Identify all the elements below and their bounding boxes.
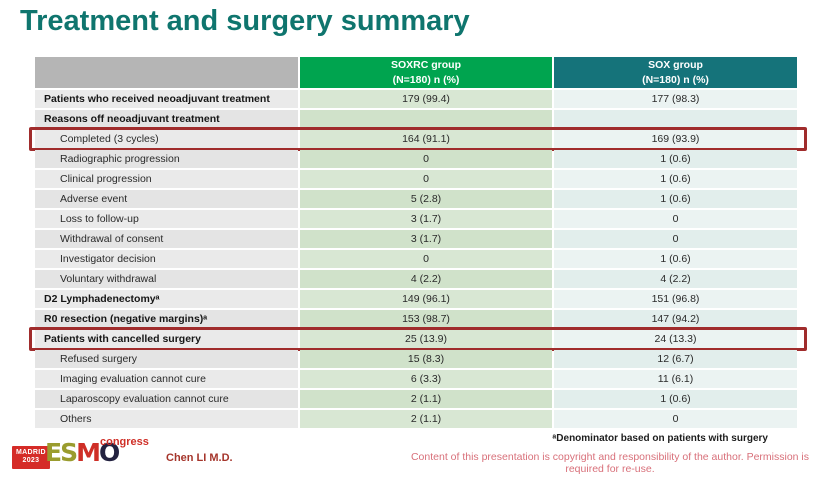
table-row: Investigator decision 0 1 (0.6) (35, 250, 801, 268)
row-label-cell: Others (35, 410, 298, 428)
badge-year: 2023 (22, 457, 40, 465)
table-row: Imaging evaluation cannot cure 6 (3.3) 1… (35, 370, 801, 388)
table-row: R0 resection (negative margins)ᵃ 153 (98… (35, 310, 801, 328)
madrid-2023-badge: MADRID 2023 (12, 446, 50, 469)
sox-value-cell: 147 (94.2) (554, 310, 797, 328)
sox-value-cell: 11 (6.1) (554, 370, 797, 388)
sox-value-cell: 1 (0.6) (554, 170, 797, 188)
table-row: Others 2 (1.1) 0 (35, 410, 801, 428)
soxrc-value-cell: 6 (3.3) (300, 370, 552, 388)
soxrc-value-cell: 3 (1.7) (300, 210, 552, 228)
soxrc-value-cell: 153 (98.7) (300, 310, 552, 328)
esmo-wordmark: ESMO (45, 438, 120, 467)
sox-value-cell: 1 (0.6) (554, 190, 797, 208)
soxrc-header-line2: (N=180) n (%) (392, 73, 460, 86)
soxrc-value-cell: 25 (13.9) (300, 330, 552, 348)
sox-value-cell: 0 (554, 230, 797, 248)
table-row: Adverse event 5 (2.8) 1 (0.6) (35, 190, 801, 208)
sox-value-cell: 24 (13.3) (554, 330, 797, 348)
table-row: Withdrawal of consent 3 (1.7) 0 (35, 230, 801, 248)
soxrc-value-cell: 0 (300, 170, 552, 188)
row-label-cell: Radiographic progression (35, 150, 298, 168)
sox-value-cell (554, 110, 797, 128)
row-label-cell: R0 resection (negative margins)ᵃ (35, 310, 298, 328)
row-label-cell: Refused surgery (35, 350, 298, 368)
sox-header-line1: SOX group (648, 59, 703, 72)
table-row: Voluntary withdrawal 4 (2.2) 4 (2.2) (35, 270, 801, 288)
esmo-letters-es: ES (45, 438, 78, 467)
table-row: Completed (3 cycles) 164 (91.1) 169 (93.… (29, 127, 807, 151)
row-label-cell: Reasons off neoadjuvant treatment (35, 110, 298, 128)
sox-header-line2: (N=180) n (%) (642, 73, 709, 86)
summary-table: SOXRC group (N=180) n (%) SOX group (N=1… (29, 57, 807, 430)
table-header-row: SOXRC group (N=180) n (%) SOX group (N=1… (35, 57, 801, 88)
table-row: Loss to follow-up 3 (1.7) 0 (35, 210, 801, 228)
soxrc-value-cell: 0 (300, 150, 552, 168)
row-label-cell: D2 Lymphadenectomyᵃ (35, 290, 298, 308)
column-header-empty (35, 57, 298, 88)
row-label-cell: Withdrawal of consent (35, 230, 298, 248)
row-label-cell: Loss to follow-up (35, 210, 298, 228)
table-footnote: ᵃDenominator based on patients with surg… (552, 433, 768, 444)
row-label-cell: Laparoscopy evaluation cannot cure (35, 390, 298, 408)
sox-value-cell: 1 (0.6) (554, 150, 797, 168)
sox-value-cell: 169 (93.9) (554, 130, 797, 148)
table-row: Laparoscopy evaluation cannot cure 2 (1.… (35, 390, 801, 408)
copyright-notice: Content of this presentation is copyrigh… (410, 451, 810, 475)
row-label-cell: Patients who received neoadjuvant treatm… (35, 90, 298, 108)
sox-value-cell: 151 (96.8) (554, 290, 797, 308)
presenter-name: Chen LI M.D. (166, 452, 233, 464)
soxrc-value-cell: 2 (1.1) (300, 410, 552, 428)
row-label-cell: Completed (3 cycles) (35, 130, 298, 148)
soxrc-value-cell: 0 (300, 250, 552, 268)
soxrc-value-cell: 4 (2.2) (300, 270, 552, 288)
sox-value-cell: 4 (2.2) (554, 270, 797, 288)
esmo-congress-logo: MADRID 2023 ESMO congress (12, 436, 172, 475)
table-row: Refused surgery 15 (8.3) 12 (6.7) (35, 350, 801, 368)
table-row: Clinical progression 0 1 (0.6) (35, 170, 801, 188)
soxrc-value-cell: 3 (1.7) (300, 230, 552, 248)
sox-value-cell: 12 (6.7) (554, 350, 797, 368)
table-row: D2 Lymphadenectomyᵃ 149 (96.1) 151 (96.8… (35, 290, 801, 308)
table-row: Patients who received neoadjuvant treatm… (35, 90, 801, 108)
table-row: Reasons off neoadjuvant treatment (35, 110, 801, 128)
sox-value-cell: 1 (0.6) (554, 390, 797, 408)
soxrc-value-cell: 164 (91.1) (300, 130, 552, 148)
row-label-cell: Voluntary withdrawal (35, 270, 298, 288)
page-title: Treatment and surgery summary (20, 5, 470, 37)
soxrc-header-line1: SOXRC group (391, 59, 461, 72)
sox-value-cell: 0 (554, 410, 797, 428)
row-label-cell: Imaging evaluation cannot cure (35, 370, 298, 388)
badge-city: MADRID (16, 449, 46, 456)
soxrc-value-cell: 5 (2.8) (300, 190, 552, 208)
soxrc-value-cell: 149 (96.1) (300, 290, 552, 308)
table-row: Radiographic progression 0 1 (0.6) (35, 150, 801, 168)
sox-value-cell: 177 (98.3) (554, 90, 797, 108)
row-label-cell: Adverse event (35, 190, 298, 208)
congress-label: congress (100, 436, 149, 448)
sox-value-cell: 1 (0.6) (554, 250, 797, 268)
row-label-cell: Investigator decision (35, 250, 298, 268)
esmo-letter-o: O (98, 438, 120, 467)
esmo-letter-m: M (76, 438, 101, 467)
row-label-cell: Patients with cancelled surgery (35, 330, 298, 348)
sox-value-cell: 0 (554, 210, 797, 228)
row-label-cell: Clinical progression (35, 170, 298, 188)
table-row: Patients with cancelled surgery 25 (13.9… (29, 327, 807, 351)
column-header-soxrc: SOXRC group (N=180) n (%) (300, 57, 552, 88)
soxrc-value-cell: 179 (99.4) (300, 90, 552, 108)
soxrc-value-cell: 2 (1.1) (300, 390, 552, 408)
table-body: Patients who received neoadjuvant treatm… (29, 90, 807, 428)
soxrc-value-cell: 15 (8.3) (300, 350, 552, 368)
column-header-sox: SOX group (N=180) n (%) (554, 57, 797, 88)
soxrc-value-cell (300, 110, 552, 128)
